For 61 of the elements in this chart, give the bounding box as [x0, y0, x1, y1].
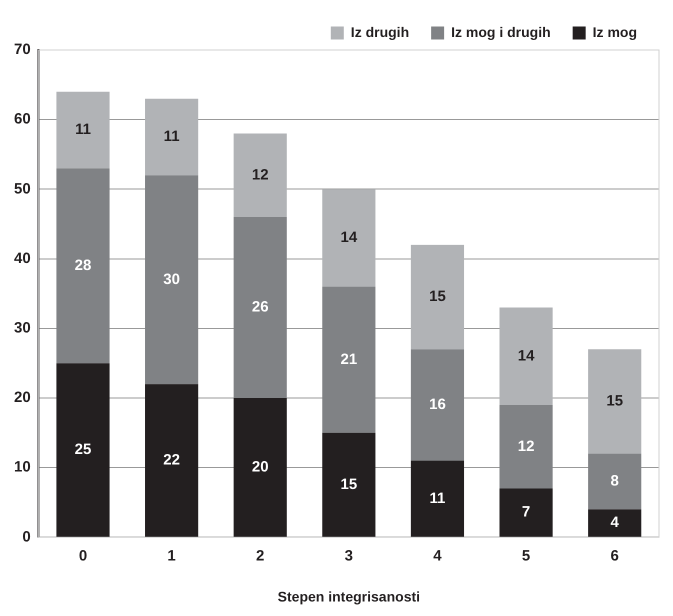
- data-label: 20: [252, 458, 269, 476]
- data-label: 11: [430, 490, 446, 507]
- data-label: 11: [164, 128, 180, 146]
- legend-label: Iz mog i drugih: [451, 24, 551, 40]
- data-label: 4: [610, 514, 620, 532]
- legend-label: Iz mog: [592, 24, 638, 40]
- bar: [56, 363, 110, 537]
- x-axis-title: Stepen integrisanosti: [278, 588, 420, 604]
- data-label: 26: [252, 298, 269, 316]
- data-label: 12: [252, 166, 269, 184]
- bar: [56, 92, 110, 168]
- data-label: 11: [75, 121, 91, 138]
- data-label: 15: [429, 288, 446, 306]
- bar: [410, 349, 464, 461]
- bar: [234, 217, 287, 398]
- x-tick-label: 1: [167, 547, 176, 564]
- data-label: 12: [518, 438, 534, 455]
- bar: [499, 308, 553, 405]
- x-tick-label: 3: [344, 547, 354, 564]
- data-label: 15: [340, 476, 358, 493]
- x-tick-label: 0: [78, 547, 88, 564]
- legend-label: Iz drugih: [350, 24, 410, 40]
- data-label: 30: [163, 270, 180, 288]
- bar: [322, 189, 376, 287]
- bar: [145, 98, 198, 176]
- bar: [234, 398, 287, 537]
- data-label: 14: [518, 347, 536, 364]
- x-tick-label: 6: [610, 547, 619, 564]
- bar: [145, 175, 198, 384]
- data-label: 21: [340, 350, 358, 368]
- data-label: 15: [606, 392, 624, 410]
- y-tick-label: 60: [14, 110, 31, 128]
- y-tick-label: 0: [22, 528, 31, 546]
- y-tick-label: 30: [14, 320, 31, 337]
- bar: [410, 460, 464, 537]
- y-tick-label: 70: [14, 41, 31, 58]
- bar: [56, 168, 110, 364]
- bar: [588, 349, 642, 454]
- bar: [410, 244, 464, 350]
- bar: [588, 454, 642, 510]
- bar: [588, 509, 642, 537]
- data-label: 16: [429, 396, 446, 414]
- y-tick-label: 50: [14, 180, 31, 198]
- data-label: 28: [74, 256, 92, 274]
- bar: [499, 488, 553, 537]
- bar: [322, 286, 376, 433]
- y-tick-label: 10: [14, 458, 31, 476]
- bar: [499, 404, 553, 488]
- y-tick-label: 20: [14, 389, 31, 406]
- data-label: 8: [610, 472, 619, 490]
- data-label: 22: [163, 452, 180, 469]
- data-label: 25: [74, 441, 92, 458]
- bar: [322, 432, 376, 537]
- x-tick-label: 4: [433, 547, 442, 564]
- x-tick-label: 2: [256, 547, 264, 564]
- bar: [145, 384, 198, 537]
- y-tick-label: 40: [14, 250, 31, 267]
- data-label: 7: [522, 504, 530, 521]
- x-tick-label: 5: [522, 547, 530, 564]
- data-label: 14: [340, 229, 358, 246]
- bar: [234, 134, 287, 218]
